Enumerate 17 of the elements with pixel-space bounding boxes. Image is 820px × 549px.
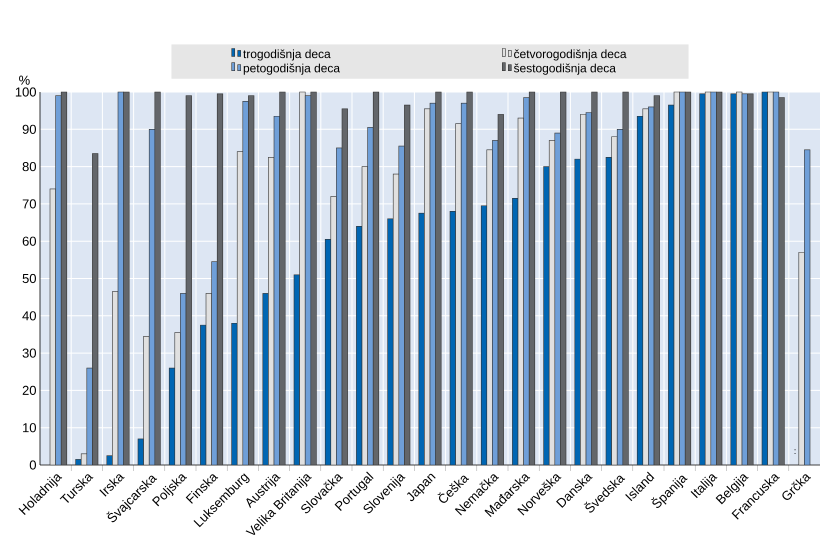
y-axis-title: % xyxy=(19,76,30,85)
y-tick-label: 100 xyxy=(16,87,36,97)
y-tick-label: 10 xyxy=(23,423,36,432)
legend-label: petogodišnja deca xyxy=(244,64,340,75)
y-tick-label: 20 xyxy=(22,386,36,395)
y-tick-label: 40 xyxy=(22,311,36,320)
legend-label: četvorogodišnja deca xyxy=(514,49,627,61)
y-tick-label: 70 xyxy=(22,199,36,208)
y-tick-label: 60 xyxy=(22,236,36,246)
y-tick-label: 80 xyxy=(22,162,36,172)
y-tick-label: 50 xyxy=(22,274,36,284)
y-tick-label: 30 xyxy=(22,348,36,358)
legend-label: šestogodišnja deca xyxy=(514,64,616,75)
y-tick-label: 0 xyxy=(30,460,36,470)
annotation: : xyxy=(794,449,796,454)
legend-label: trogodišnja deca xyxy=(243,49,331,61)
y-tick-label: 90 xyxy=(22,124,36,134)
